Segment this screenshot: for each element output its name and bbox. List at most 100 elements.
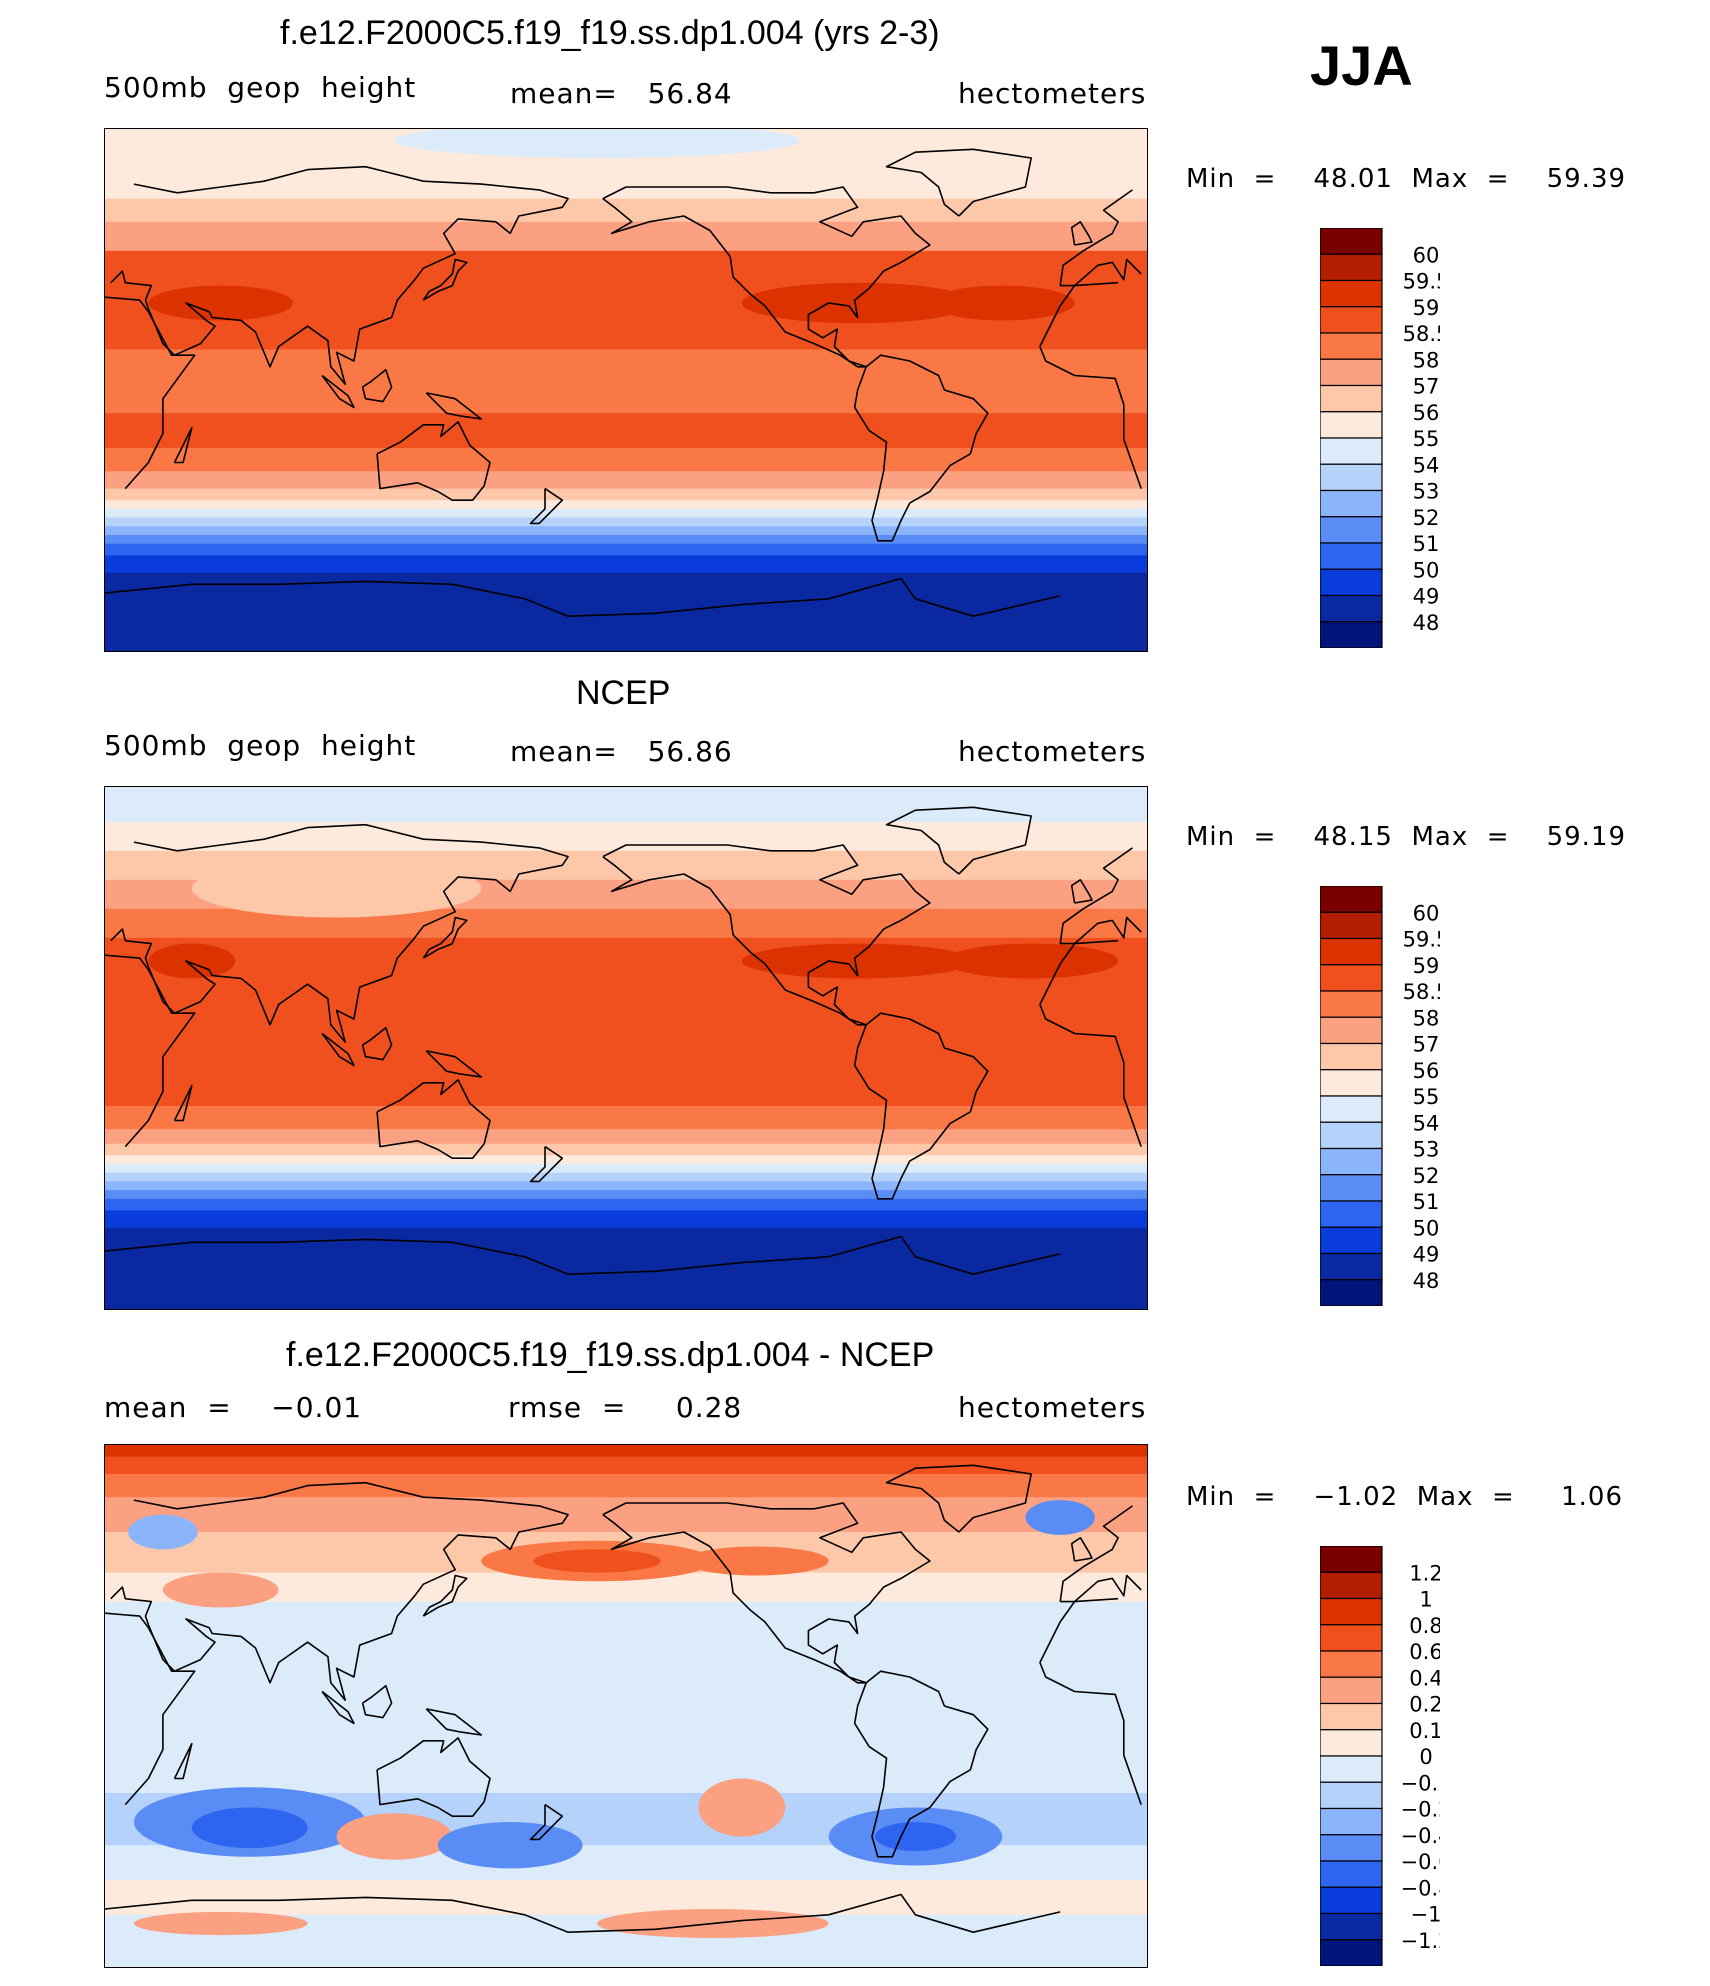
panel-3-colorbar-swatch bbox=[1319, 1676, 1383, 1705]
panel-1-colorbar-label: 56 bbox=[1413, 401, 1440, 425]
panel-1-colorbar-swatch bbox=[1319, 306, 1383, 334]
season-label: JJA bbox=[1310, 34, 1413, 97]
panel-2-colorbar-swatch bbox=[1319, 1121, 1383, 1150]
panel-2-colorbar-swatch bbox=[1319, 1200, 1383, 1228]
panel-1-colorbar-label: 58 bbox=[1413, 348, 1440, 372]
panel-3-colorbar-label: −0.8 bbox=[1401, 1876, 1441, 1900]
panel-3-colorbar-swatch bbox=[1319, 1755, 1383, 1783]
panel-3-colorbar-label: 1.2 bbox=[1409, 1561, 1440, 1585]
panel-3-colorbar-svg: 1.2 10.80.60.4 0.20.10−0.1 −0.2−0.4−0.6−0.8… bbox=[1319, 1545, 1452, 1967]
panel-3-colorbar-swatch bbox=[1319, 1729, 1383, 1757]
panel-1-colorbar-label: 57 bbox=[1413, 375, 1440, 399]
panel-3-colorbar-swatch bbox=[1319, 1912, 1383, 1941]
panel-1-colorbar-label: 49 bbox=[1413, 585, 1440, 609]
panel-3-colorbar-label: −0.1 bbox=[1401, 1771, 1441, 1795]
panel-1-colorbar-swatch bbox=[1319, 358, 1383, 387]
panel-1-title: f.e12.F2000C5.f19_f19.ss.dp1.004 (yrs 2-… bbox=[280, 14, 940, 52]
panel-3-title: f.e12.F2000C5.f19_f19.ss.dp1.004 - NCEP bbox=[286, 1336, 935, 1374]
panel-2-colorbar-swatch bbox=[1319, 1016, 1383, 1045]
panel-2-colorbar-label: 55 bbox=[1413, 1085, 1440, 1109]
panel-2-colorbar-label: 59 bbox=[1413, 954, 1440, 978]
panel-3-colorbar-swatch bbox=[1319, 1834, 1383, 1862]
panel-1-colorbar-label: 51 bbox=[1413, 532, 1440, 556]
panel-1-colorbar-label: 60 bbox=[1413, 243, 1440, 267]
panel-1-colorbar-swatch bbox=[1319, 411, 1383, 439]
panel-2-colorbar-swatch bbox=[1319, 1069, 1383, 1097]
panel-1-colorbar-swatch bbox=[1319, 568, 1383, 597]
panel-2-colorbar-label: 52 bbox=[1413, 1164, 1440, 1188]
panel-2-minmax: Min = 48.15 Max = 59.19 bbox=[1186, 822, 1627, 852]
panel-2-colorbar-label: 60 bbox=[1413, 901, 1440, 925]
panel-3-units-label: hectometers bbox=[958, 1391, 1147, 1424]
panel-2-colorbar-label: 54 bbox=[1413, 1111, 1440, 1135]
panel-3-colorbar-label: 0.8 bbox=[1409, 1614, 1440, 1638]
panel-1-map bbox=[104, 128, 1148, 652]
panel-3-map-svg bbox=[105, 1445, 1147, 1967]
panel-3-minmax: Min = −1.02 Max = 1.06 bbox=[1186, 1482, 1623, 1512]
panel-1-variable-label: 500mb geop height bbox=[104, 71, 417, 104]
panel-1-colorbar-label: 55 bbox=[1413, 427, 1440, 451]
panel-1-colorbar-swatch bbox=[1319, 621, 1383, 649]
panel-2-colorbar-label: 57 bbox=[1413, 1033, 1440, 1057]
panel-2-colorbar-swatch bbox=[1319, 1042, 1383, 1071]
panel-2-colorbar-swatch bbox=[1319, 911, 1383, 940]
panel-2-map bbox=[104, 786, 1148, 1310]
panel-3-colorbar-swatch bbox=[1319, 1597, 1383, 1626]
panel-2-colorbar-swatch bbox=[1319, 990, 1383, 1018]
panel-3-colorbar-label: −0.6 bbox=[1401, 1850, 1441, 1874]
panel-1-colorbar-swatch bbox=[1319, 227, 1383, 255]
panel-2-colorbar-label: 53 bbox=[1413, 1138, 1440, 1162]
panel-1-colorbar-swatch bbox=[1319, 489, 1383, 518]
panel-3-colorbar-swatch bbox=[1319, 1860, 1383, 1888]
panel-3-colorbar-swatch bbox=[1319, 1571, 1383, 1600]
panel-1-colorbar-swatch bbox=[1319, 463, 1383, 492]
panel-1-colorbar-swatch bbox=[1319, 279, 1383, 308]
panel-1-colorbar-label: 58.5 bbox=[1403, 322, 1440, 346]
panel-3-colorbar-label: −0.4 bbox=[1401, 1824, 1441, 1848]
panel-2-colorbar-label: 59.5 bbox=[1403, 928, 1440, 952]
panel-2-colorbar-label: 56 bbox=[1413, 1059, 1440, 1083]
panel-2-colorbar-swatch bbox=[1319, 1279, 1383, 1307]
panel-3-colorbar-swatch bbox=[1319, 1939, 1383, 1967]
panel-3-colorbar-swatch bbox=[1319, 1545, 1383, 1573]
panel-2-map-svg bbox=[105, 787, 1147, 1309]
panel-1-colorbar-swatch bbox=[1319, 332, 1383, 360]
panel-2-units-label: hectometers bbox=[958, 735, 1147, 768]
panel-3-map bbox=[104, 1444, 1148, 1968]
panel-1-colorbar-label: 52 bbox=[1413, 506, 1440, 530]
panel-3-colorbar-label: −0.2 bbox=[1401, 1798, 1441, 1822]
panel-1-colorbar-swatch bbox=[1319, 542, 1383, 570]
panel-3-colorbar-swatch bbox=[1319, 1702, 1383, 1731]
panel-1-colorbar-label: 54 bbox=[1413, 453, 1440, 477]
panel-3-colorbar-swatch bbox=[1319, 1886, 1383, 1915]
panel-1-colorbar-swatch bbox=[1319, 516, 1383, 544]
panel-2-colorbar-label: 51 bbox=[1413, 1190, 1440, 1214]
panel-3-colorbar-label: 0.2 bbox=[1409, 1693, 1440, 1717]
panel-1-colorbar-swatch bbox=[1319, 384, 1383, 413]
panel-2-colorbar-label: 58 bbox=[1413, 1006, 1440, 1030]
panel-2-colorbar-swatch bbox=[1319, 1174, 1383, 1202]
panel-2-variable-label: 500mb geop height bbox=[104, 729, 417, 762]
panel-2-colorbar-swatch bbox=[1319, 964, 1383, 992]
panel-2-colorbar-label: 58.5 bbox=[1403, 980, 1440, 1004]
panel-3-colorbar-swatch bbox=[1319, 1650, 1383, 1678]
panel-3-colorbar-label: 0.1 bbox=[1409, 1719, 1440, 1743]
panel-2-title: NCEP bbox=[576, 674, 671, 712]
panel-3-colorbar-label: 0 bbox=[1419, 1745, 1432, 1769]
panel-1-colorbar-label: 50 bbox=[1413, 558, 1440, 582]
panel-1-colorbar-swatch bbox=[1319, 253, 1383, 282]
panel-2-colorbar-swatch bbox=[1319, 885, 1383, 913]
panel-1-mean-label: mean= 56.84 bbox=[510, 77, 733, 110]
panel-1-units-label: hectometers bbox=[958, 77, 1147, 110]
panel-2-colorbar-label: 49 bbox=[1413, 1243, 1440, 1267]
panel-2-colorbar-swatch bbox=[1319, 937, 1383, 966]
panel-1-map-svg bbox=[105, 129, 1147, 651]
panel-1-colorbar-swatch bbox=[1319, 594, 1383, 623]
panel-1-colorbar-label: 53 bbox=[1413, 480, 1440, 504]
panel-2-colorbar-swatch bbox=[1319, 1147, 1383, 1176]
panel-2-colorbar-label: 50 bbox=[1413, 1216, 1440, 1240]
panel-1-minmax: Min = 48.01 Max = 59.39 bbox=[1186, 164, 1627, 194]
